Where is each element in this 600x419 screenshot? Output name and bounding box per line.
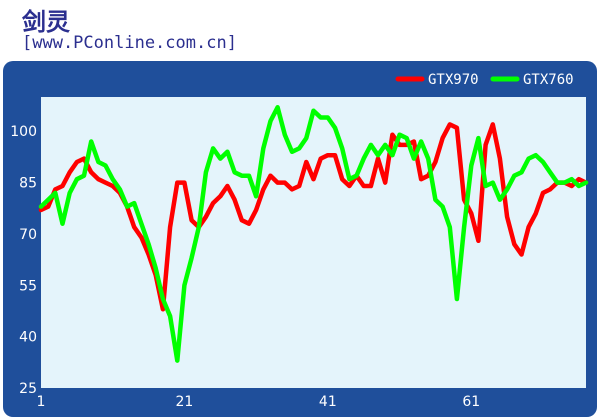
y-tick-label: 85 (19, 176, 37, 192)
source-watermark: [www.PConline.com.cn] (22, 33, 237, 53)
y-tick-label: 40 (19, 330, 37, 346)
x-tick-label: 41 (319, 394, 337, 410)
chart-panel: 25 40 55 70 85 100 1 21 41 61 GTX970 GTX760 (3, 61, 597, 417)
chart-title: 剑灵 (22, 8, 70, 36)
y-tick-label: 55 (19, 278, 37, 294)
legend-label: GTX970 (428, 72, 479, 88)
legend-label: GTX760 (523, 72, 574, 88)
chart-svg: 25 40 55 70 85 100 1 21 41 61 GTX970 GTX760 (10, 72, 589, 410)
y-tick-label: 25 (19, 381, 37, 397)
plot-area (41, 97, 586, 388)
x-tick-label: 21 (176, 394, 194, 410)
x-tick-label: 1 (37, 394, 46, 410)
y-tick-label: 100 (10, 124, 37, 140)
x-tick-label: 61 (462, 394, 480, 410)
y-tick-label: 70 (19, 227, 37, 243)
series-line-gtx760 (38, 105, 589, 363)
series-line-gtx970 (38, 122, 589, 312)
header: 剑灵 [www.PConline.com.cn] (0, 0, 600, 60)
